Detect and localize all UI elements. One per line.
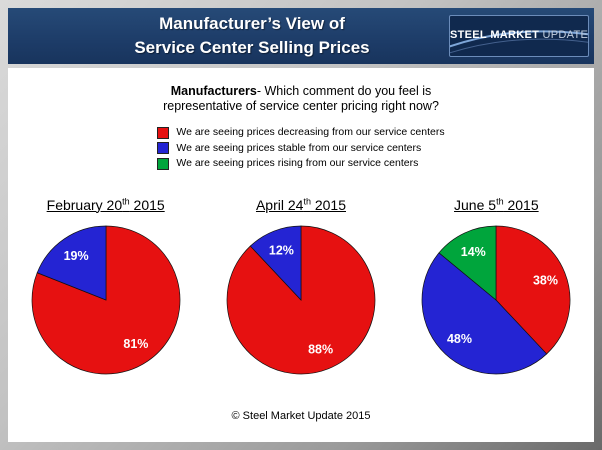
legend-swatch-stable bbox=[157, 142, 170, 154]
content-panel: Manufacturers- Which comment do you feel… bbox=[8, 68, 594, 442]
date-text: February 20 bbox=[46, 196, 123, 213]
copyright-text: © Steel Market Update 2015 bbox=[231, 409, 371, 422]
slide-title-line1: Manufacturer’s View of bbox=[159, 14, 345, 33]
slice-percentage-label: 88% bbox=[308, 342, 333, 356]
pie-slice-decreasing bbox=[495, 225, 571, 355]
slice-percentage-label: 81% bbox=[123, 337, 148, 351]
pie-column-june: June 5th 2015 38% 48% 14% bbox=[399, 196, 594, 382]
slide-title-line2: Service Center Selling Prices bbox=[134, 38, 370, 57]
logo-word-steel: STEEL bbox=[450, 29, 487, 41]
logo-word-update: UPDATE bbox=[542, 29, 589, 41]
date-text: April 24 bbox=[255, 196, 304, 213]
pie-svg: 81% 19% bbox=[31, 225, 180, 374]
pie-svg: 38% 48% 14% bbox=[421, 225, 571, 375]
slice-percentage-label: 38% bbox=[533, 273, 558, 287]
pie-chart-june: 38% 48% 14% bbox=[399, 223, 594, 382]
date-ordinal: th bbox=[303, 196, 311, 206]
logo-word-market: MARKET bbox=[490, 29, 540, 41]
legend-label: We are seeing prices stable from our ser… bbox=[176, 141, 422, 154]
pie-column-february: February 20th 2015 81% 19% bbox=[8, 196, 203, 382]
date-text: June 5 bbox=[454, 196, 497, 213]
pie-slice-stable bbox=[249, 225, 302, 301]
pie-date-heading: April 24th 2015 bbox=[203, 196, 398, 213]
pie-slice-stable bbox=[421, 251, 548, 375]
slide-header: Manufacturer’s View of Service Center Se… bbox=[8, 8, 594, 64]
pie-column-april: April 24th 2015 88% 12% bbox=[203, 196, 398, 382]
date-year: 2015 bbox=[310, 196, 346, 213]
survey-question: Manufacturers- Which comment do you feel… bbox=[136, 84, 466, 114]
date-ordinal: th bbox=[122, 196, 130, 206]
pie-chart-row: February 20th 2015 81% 19% April 24th 201… bbox=[8, 196, 594, 382]
legend-label: We are seeing prices rising from our ser… bbox=[176, 157, 419, 169]
date-ordinal: th bbox=[496, 196, 504, 206]
legend-item-stable: We are seeing prices stable from our ser… bbox=[157, 142, 444, 155]
legend-swatch-decreasing bbox=[157, 126, 170, 139]
pie-slice-decreasing bbox=[31, 225, 180, 374]
smu-logo: STEEL MARKET UPDATE bbox=[449, 15, 589, 57]
pie-slice-stable bbox=[36, 225, 107, 301]
pie-date-heading: June 5th 2015 bbox=[399, 196, 594, 213]
logo-text: STEEL MARKET UPDATE bbox=[450, 29, 588, 41]
slide-title: Manufacturer’s View of Service Center Se… bbox=[68, 12, 436, 60]
chart-legend: We are seeing prices decreasing from our… bbox=[157, 126, 445, 170]
legend-swatch-rising bbox=[157, 157, 170, 170]
survey-question-lead: Manufacturers bbox=[170, 84, 257, 98]
slice-percentage-label: 19% bbox=[63, 249, 88, 263]
legend-label: We are seeing prices decreasing from our… bbox=[176, 126, 445, 138]
pie-svg: 88% 12% bbox=[226, 225, 376, 375]
pie-date-heading: February 20th 2015 bbox=[8, 196, 203, 213]
legend-item-decreasing: We are seeing prices decreasing from our… bbox=[157, 126, 445, 139]
slice-percentage-label: 12% bbox=[269, 243, 294, 257]
survey-question-rest: - Which comment do you feel is represent… bbox=[163, 84, 439, 113]
slice-percentage-label: 48% bbox=[447, 331, 472, 345]
pie-chart-february: 81% 19% bbox=[8, 223, 203, 382]
pie-chart-april: 88% 12% bbox=[203, 223, 398, 382]
legend-item-rising: We are seeing prices rising from our ser… bbox=[157, 157, 444, 170]
pie-slice-rising bbox=[438, 225, 497, 301]
date-year: 2015 bbox=[129, 196, 165, 213]
date-year: 2015 bbox=[503, 196, 539, 213]
logo-swoosh-icon bbox=[450, 30, 588, 54]
slice-percentage-label: 14% bbox=[461, 244, 486, 258]
